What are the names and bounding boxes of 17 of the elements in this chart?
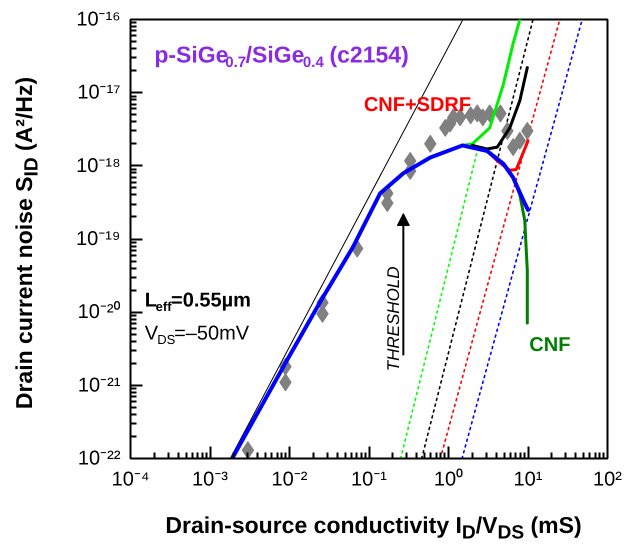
x-tick-label: 10⁻³ <box>192 468 228 490</box>
y-tick-label: 10⁻²² <box>78 448 121 470</box>
series-label: CNF <box>529 334 570 356</box>
x-tick-label: 10² <box>593 468 622 490</box>
x-tick-label: 10⁻¹ <box>351 468 388 490</box>
annotation: THRESHOLD <box>384 266 403 372</box>
x-axis-title: Drain-source conductivity I$_{D}$/V$_{DS}$ (mS) <box>164 511 583 546</box>
y-tick-label: 10⁻¹⁸ <box>76 154 120 177</box>
x-tick-label: 10⁰ <box>434 468 464 490</box>
y-tick-label: 10⁻¹⁶ <box>76 8 120 30</box>
y-tick-label: 10⁻²⁰ <box>78 300 120 324</box>
x-tick-label: 10⁻² <box>272 468 308 490</box>
y-tick-label: 10⁻¹⁷ <box>77 82 121 104</box>
x-tick-label: 10⁻⁴ <box>112 468 150 490</box>
y-tick-label: 10⁻¹⁹ <box>76 228 121 250</box>
x-tick-label: 10¹ <box>514 468 543 490</box>
y-tick-label: 10⁻²¹ <box>78 374 121 396</box>
